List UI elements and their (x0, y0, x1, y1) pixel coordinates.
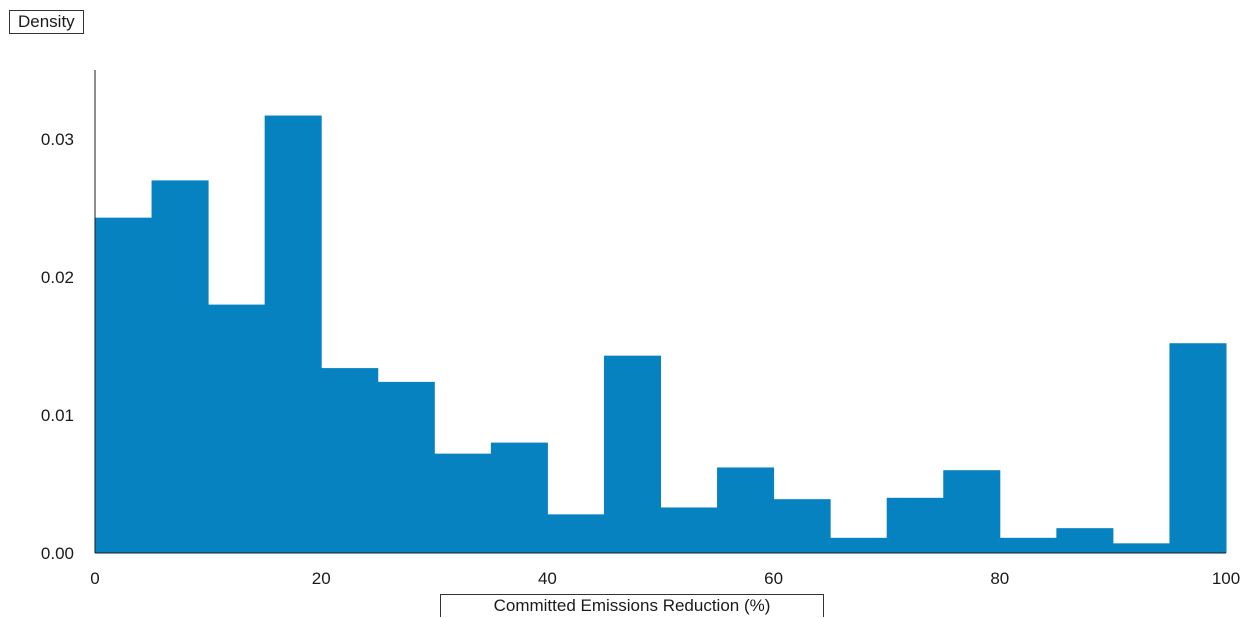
histogram-bar (717, 467, 775, 553)
histogram-bar (1112, 543, 1170, 553)
histogram-bar (943, 470, 1001, 553)
histogram-bar (151, 180, 209, 553)
histogram-bar (547, 514, 605, 553)
histogram-bar (377, 381, 435, 553)
histogram-bar (1056, 528, 1114, 553)
histogram-bar (999, 537, 1057, 553)
x-tick-label: 20 (312, 569, 331, 588)
x-axis-label: Committed Emissions Reduction (%) (440, 594, 824, 617)
histogram-bar (95, 217, 153, 553)
histogram-bar (773, 499, 831, 553)
y-tick-label: 0.02 (41, 268, 74, 287)
histogram-bar (321, 368, 379, 553)
histogram-bar (264, 115, 322, 553)
histogram-bar (660, 507, 718, 553)
x-tick-label: 60 (764, 569, 783, 588)
histogram-bar (1169, 343, 1227, 553)
x-tick-label: 0 (90, 569, 99, 588)
x-tick-label: 100 (1212, 569, 1240, 588)
histogram-bar (208, 304, 266, 553)
x-tick-label: 80 (990, 569, 1009, 588)
x-ticks-group: 0 20 40 60 80 100 (90, 569, 1240, 588)
histogram-bar (830, 537, 888, 553)
y-tick-label: 0.03 (41, 130, 74, 149)
histogram-bar (490, 442, 548, 553)
y-tick-label: 0.00 (41, 544, 74, 563)
x-tick-label: 40 (538, 569, 557, 588)
axes-group (94, 70, 1226, 554)
histogram-bar (603, 355, 661, 553)
y-ticks-group: 0.00 0.01 0.02 0.03 (41, 130, 74, 563)
y-axis-label: Density (9, 10, 84, 34)
bars-group (95, 115, 1227, 553)
histogram-bar (434, 453, 492, 553)
y-tick-label: 0.01 (41, 406, 74, 425)
histogram-bar (886, 497, 944, 553)
